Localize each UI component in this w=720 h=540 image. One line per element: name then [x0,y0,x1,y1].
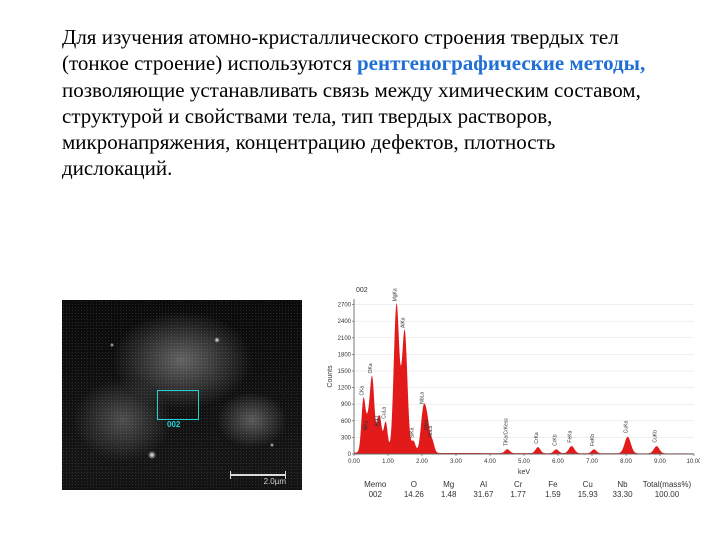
sem-scalebar [230,474,286,476]
svg-text:900: 900 [341,402,352,408]
svg-text:AlKa: AlKa [401,317,407,328]
spectrum-table-cell: Memo [354,480,397,490]
svg-text:2700: 2700 [338,303,352,309]
spectrum-table-cell: Cu [570,480,605,490]
svg-text:NbLa: NbLa [420,392,426,404]
spectrum-table-cell: Al [466,480,501,490]
spectrum-table-cell: 1.48 [431,490,466,500]
svg-text:2100: 2100 [338,336,352,342]
svg-text:keV: keV [518,469,530,476]
svg-text:2400: 2400 [338,319,352,325]
svg-text:5.00: 5.00 [518,459,530,465]
eds-spectrum: 002 0 300 600 900 1200 1500 1800 2100 2400 2700 0.… [320,285,700,500]
sem-scalebar-area: 2.0µm [62,472,302,490]
sem-scalebar-label: 2.0µm [264,477,286,486]
spectrum-plot: 0 300 600 900 1200 1500 1800 2100 2400 2700 0.00 1.… [320,285,700,500]
spectrum-table-cell: 100.00 [640,490,694,500]
svg-text:8.00: 8.00 [620,459,632,465]
spectrum-table-cell: O [397,480,432,490]
svg-text:CrKb: CrKb [552,434,558,446]
svg-text:1500: 1500 [338,369,352,375]
sem-roi-rect [157,390,199,420]
spectrum-table-cell: 1.59 [536,490,571,500]
spectrum-table-cell: Cr [501,480,536,490]
svg-text:7.00: 7.00 [586,459,598,465]
svg-text:NbLb: NbLb [428,425,434,437]
svg-text:4.00: 4.00 [484,459,496,465]
spectrum-table: MemoOMgAlCrFeCuNbTotal(mass%)00214.261.4… [354,480,694,500]
svg-text:600: 600 [341,419,352,425]
svg-text:2.00: 2.00 [416,459,428,465]
svg-text:Counts: Counts [327,365,334,388]
svg-text:0: 0 [348,452,352,458]
svg-text:MgKa: MgKa [393,288,399,301]
svg-text:10.00: 10.00 [686,459,700,465]
spectrum-table-cell: Total(mass%) [640,480,694,490]
paragraph-highlight: рентгенографические методы, [357,51,645,75]
svg-text:TiKa/CrKesc: TiKa/CrKesc [503,418,509,446]
paragraph-post: позволяющие устанавливать связь между хи… [62,78,641,181]
svg-text:1200: 1200 [338,386,352,392]
spectrum-table-cell: 1.77 [501,490,536,500]
svg-text:CKa: CKa [360,386,366,396]
svg-text:SiKa: SiKa [410,427,416,438]
spectrum-table-cell: 31.67 [466,490,501,500]
paragraph: Для изучения атомно-кристаллического стр… [62,24,662,182]
svg-text:FeKb: FeKb [590,434,596,446]
svg-text:3.00: 3.00 [450,459,462,465]
svg-text:0.00: 0.00 [348,459,360,465]
svg-text:1.00: 1.00 [382,459,394,465]
svg-text:CrKa: CrKa [534,432,540,444]
spectrum-table-row: 00214.261.4831.671.771.5915.9333.30100.0… [354,490,694,500]
spectrum-table-cell: 15.93 [570,490,605,500]
svg-text:300: 300 [341,435,352,441]
svg-text:FeKa: FeKa [568,430,574,442]
svg-text:CuKb: CuKb [653,430,659,443]
spectrum-table-cell: 14.26 [397,490,432,500]
svg-text:6.00: 6.00 [552,459,564,465]
svg-text:OKa: OKa [368,363,374,373]
svg-text:9.00: 9.00 [654,459,666,465]
svg-text:1800: 1800 [338,352,352,358]
spectrum-table-cell: 002 [354,490,397,500]
spectrum-table-cell: Fe [536,480,571,490]
sem-micrograph: 002 2.0µm [62,300,302,490]
sem-roi-label: 002 [167,420,180,429]
svg-text:NKa: NKa [364,420,370,430]
spectrum-table-header: MemoOMgAlCrFeCuNbTotal(mass%) [354,480,694,490]
svg-text:CuLa: CuLa [382,407,388,419]
svg-text:CuKa: CuKa [624,420,630,433]
spectrum-table-cell: 33.30 [605,490,640,500]
spectrum-table-cell: Nb [605,480,640,490]
spectrum-table-cell: Mg [431,480,466,490]
